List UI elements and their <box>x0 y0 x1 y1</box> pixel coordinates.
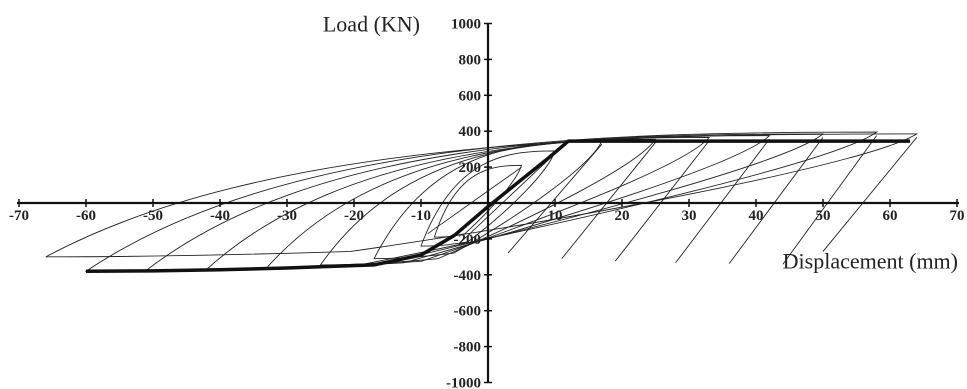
x-tick-label: 20 <box>615 208 630 224</box>
x-axis-title: Displacement (mm) <box>783 248 958 273</box>
y-tick-label: -200 <box>454 232 482 248</box>
y-tick-label: 800 <box>459 52 482 68</box>
unloading-line <box>507 143 603 254</box>
hysteresis-loop <box>84 131 879 272</box>
y-axis-title: Load (KN) <box>323 12 420 37</box>
x-tick-label: 50 <box>816 208 831 224</box>
unloading-line <box>782 135 877 265</box>
y-tick-label: 1000 <box>451 17 481 33</box>
hysteresis-loop <box>420 150 556 247</box>
y-tick-label: 600 <box>459 88 482 104</box>
y-tick-label: 400 <box>459 124 482 140</box>
y-tick-label: -400 <box>454 268 482 284</box>
hysteresis-loop <box>45 133 919 258</box>
unloading-line <box>675 138 770 264</box>
x-tick-label: 30 <box>682 208 697 224</box>
hysteresis-loop <box>373 140 603 260</box>
x-tick-label: -60 <box>76 208 96 224</box>
unloading-line <box>427 166 522 235</box>
unloading-line <box>822 137 918 252</box>
x-tick-label: -30 <box>277 208 297 224</box>
x-tick-label: 40 <box>749 208 764 224</box>
x-tick-label: -10 <box>411 208 431 224</box>
envelope-layer <box>85 139 911 273</box>
axes <box>17 23 959 383</box>
x-tick-label: 60 <box>883 208 898 224</box>
ticks: -70 -60 -50 -40 -30 -20 -10 10 20 30 40 50 60 70 1000 8… <box>9 17 965 389</box>
y-tick-label: 200 <box>459 160 482 176</box>
x-tick-label: -40 <box>210 208 230 224</box>
x-tick-label: -20 <box>344 208 364 224</box>
unloading-line <box>561 142 656 260</box>
x-tick-label: 70 <box>950 208 965 224</box>
unloading-line <box>728 137 824 264</box>
x-tick-label: 10 <box>548 208 563 224</box>
unloading-line <box>460 153 556 243</box>
y-tick-label: -600 <box>454 304 482 320</box>
unloading-line <box>614 140 710 262</box>
x-tick-label: -50 <box>143 208 163 224</box>
envelope-curve <box>85 139 911 273</box>
y-tick-label: -800 <box>454 340 482 356</box>
y-tick-label: -1000 <box>446 376 481 389</box>
x-tick-label: -70 <box>9 208 29 224</box>
